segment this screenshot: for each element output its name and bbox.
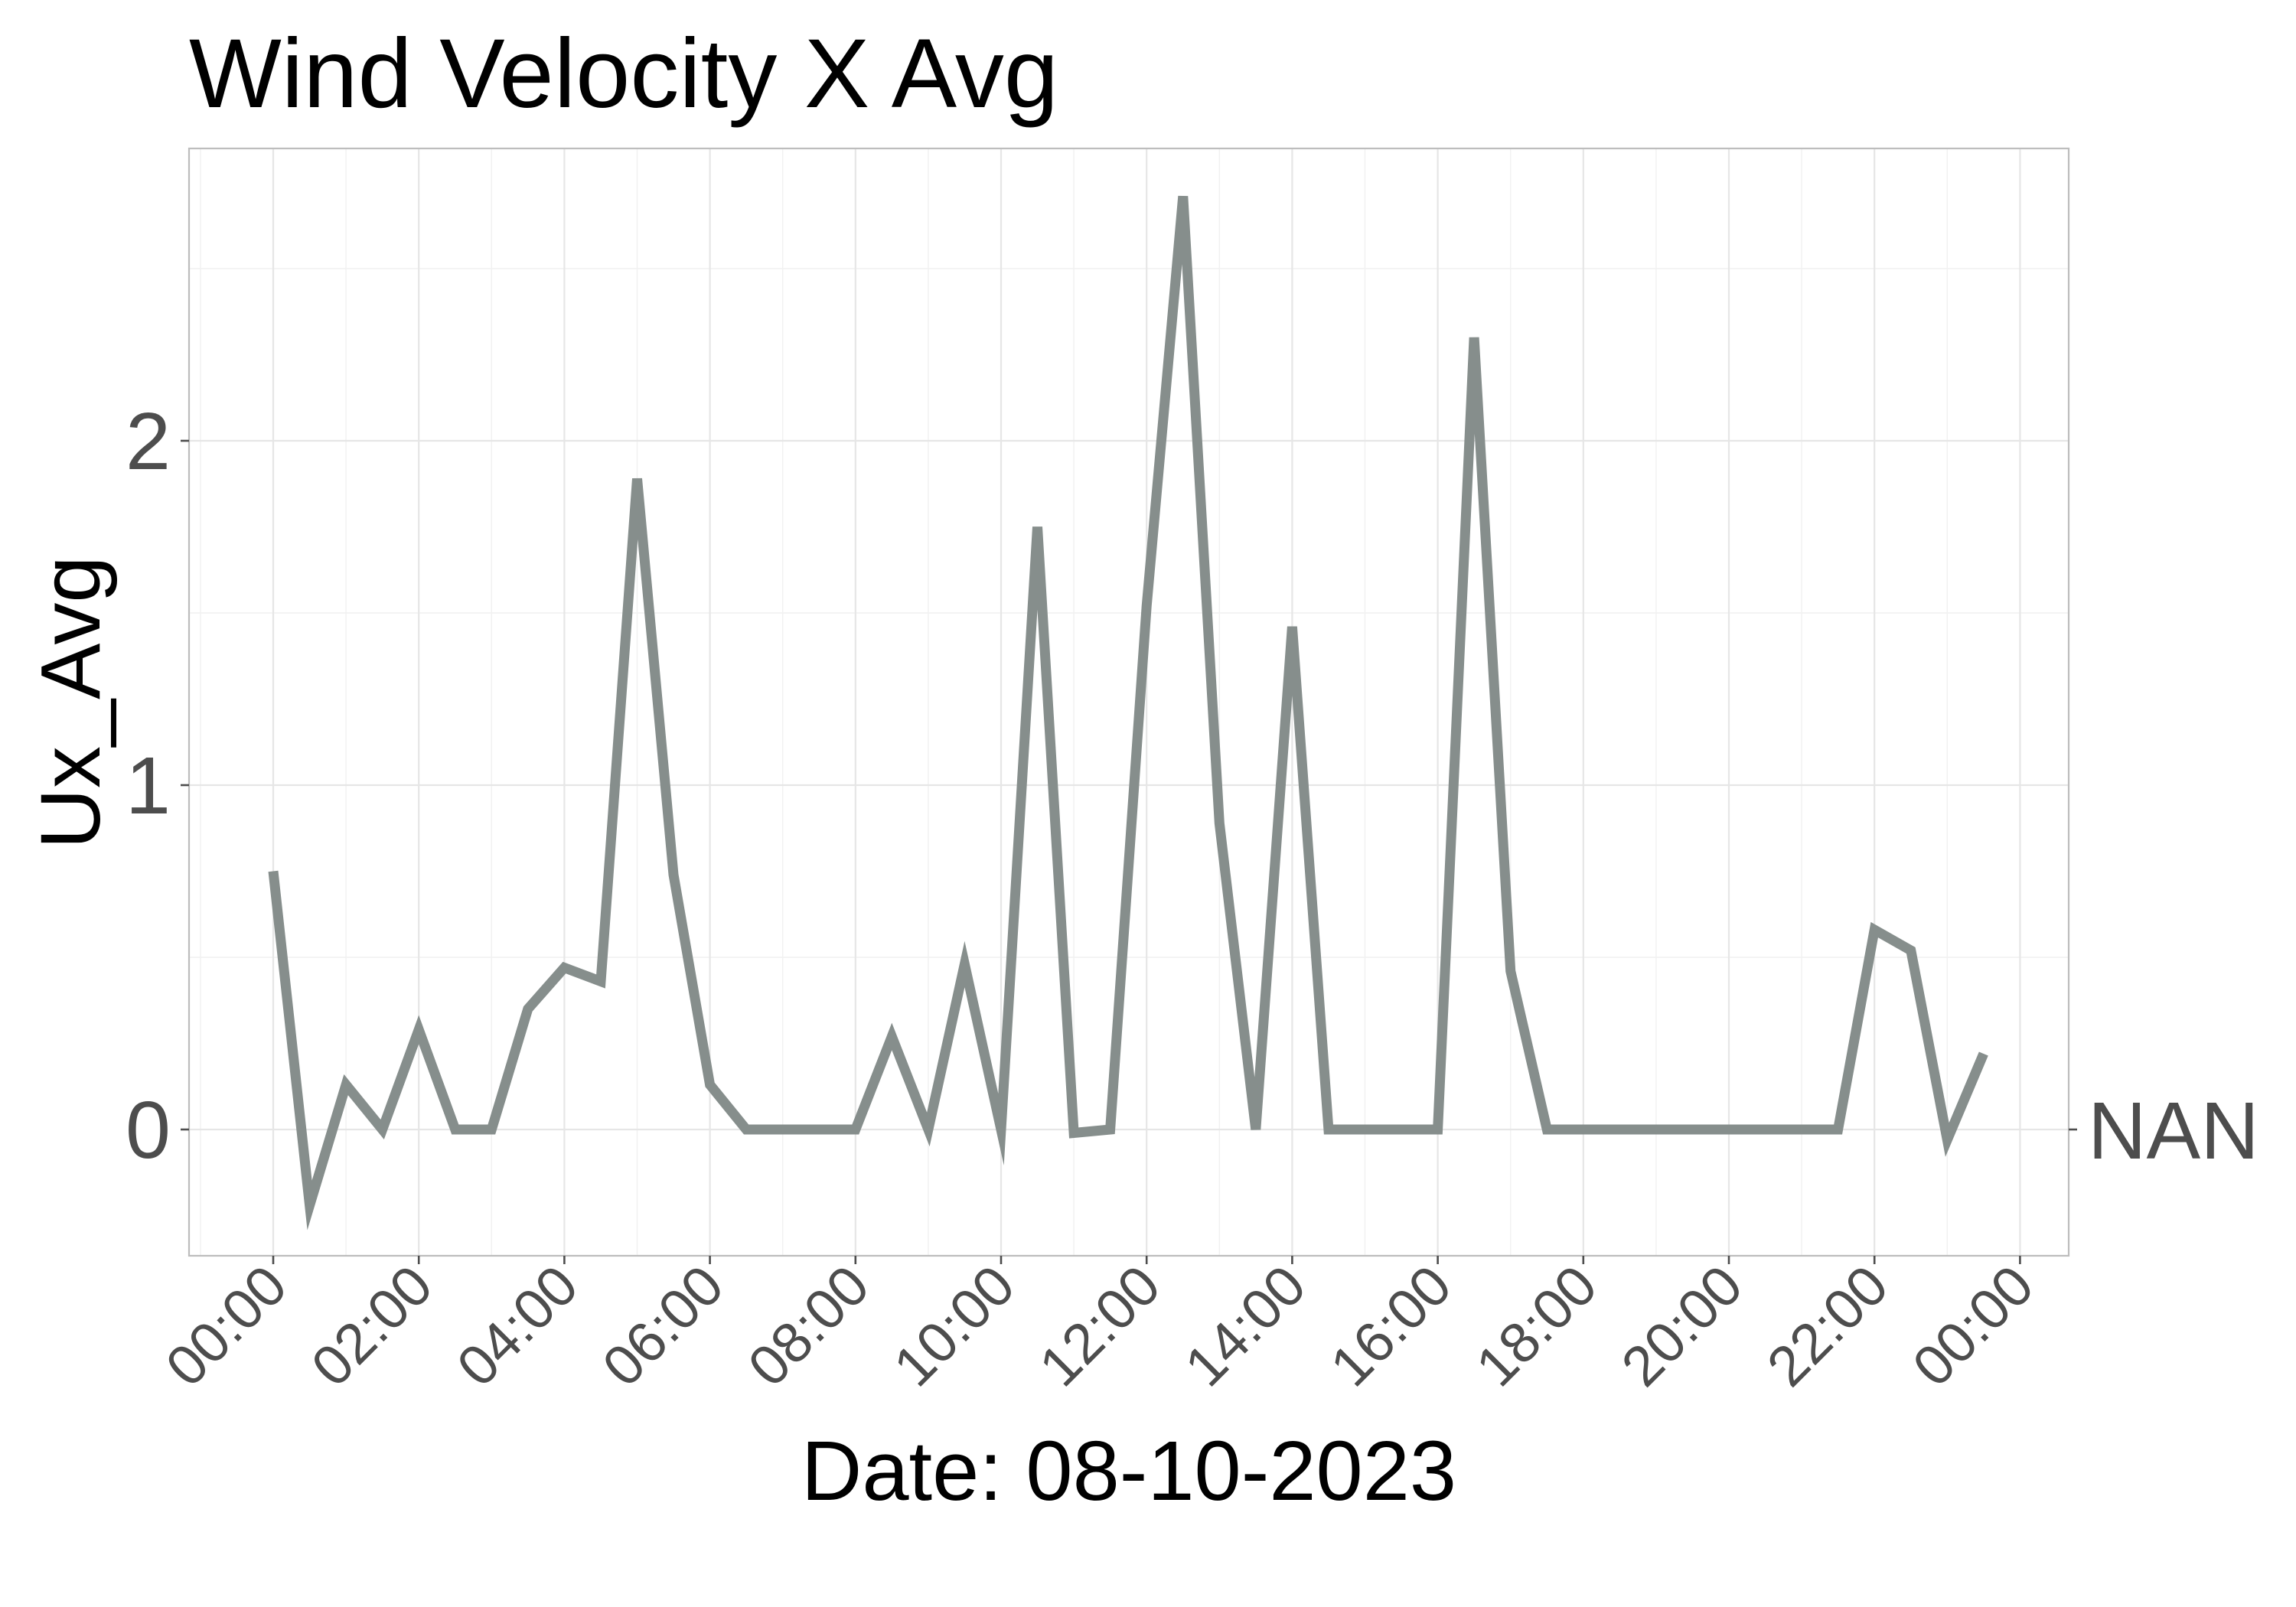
series-line — [268, 195, 1988, 1231]
right-axis-label: NAN — [2088, 1086, 2259, 1176]
x-tick-label: 08:00 — [735, 1253, 881, 1399]
x-tick-label: 18:00 — [1463, 1253, 1609, 1399]
y-axis-title: Ux_Avg — [24, 556, 118, 849]
series-layer — [268, 195, 1988, 1231]
y-axis: 0 1 2 — [126, 396, 189, 1175]
x-axis-title: Date: 08-10-2023 — [801, 1424, 1456, 1518]
x-tick-label: 10:00 — [882, 1253, 1027, 1399]
x-tick-label: 00:00 — [154, 1253, 299, 1399]
x-axis: 00:00 02:00 04:00 06:00 08:00 10:00 12:00 14:00… — [154, 1253, 2046, 1399]
y-tick-label: 2 — [126, 396, 171, 487]
x-tick-label: 14:00 — [1172, 1253, 1318, 1399]
x-tick-label: 04:00 — [445, 1253, 590, 1399]
grid-lines — [189, 148, 2069, 1256]
y-tick-label: 0 — [126, 1085, 171, 1175]
x-tick-label: 00:00 — [1900, 1253, 2046, 1399]
chart-title: Wind Velocity X Avg — [189, 19, 1058, 129]
x-tick-label: 20:00 — [1609, 1253, 1755, 1399]
x-tick-label: 02:00 — [299, 1253, 445, 1399]
x-tick-label: 12:00 — [1027, 1253, 1172, 1399]
x-tick-label: 22:00 — [1755, 1253, 1900, 1399]
x-tick-label: 06:00 — [590, 1253, 735, 1399]
y-tick-label: 1 — [126, 741, 171, 831]
plot-panel-border — [188, 147, 2070, 1257]
x-tick-label: 16:00 — [1318, 1253, 1463, 1399]
